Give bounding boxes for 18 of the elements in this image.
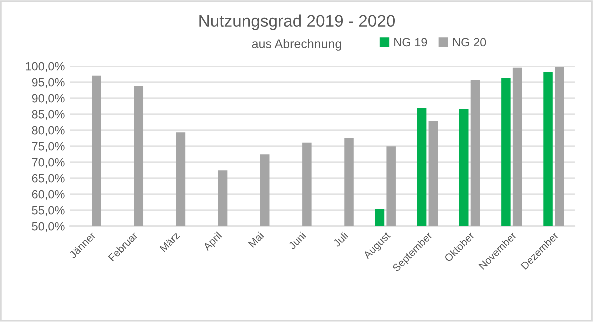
y-tick-label: 75,0% [32, 142, 65, 152]
x-tick-label: Juni [288, 232, 306, 250]
x-tick-label: Juli [332, 232, 348, 248]
y-tick-label: 90,0% [32, 94, 65, 104]
y-tick-label: 85,0% [32, 110, 65, 120]
y-tick-label: 70,0% [32, 158, 65, 168]
y-tick-label: 65,0% [32, 174, 65, 184]
x-tick-label: Mai [248, 232, 264, 248]
y-tick-label: 80,0% [32, 126, 65, 136]
y-tick-label: 50,0% [32, 222, 65, 232]
y-tick-label: 95,0% [32, 78, 65, 88]
y-tick-label: 55,0% [32, 206, 65, 216]
chart-title: Nutzungsgrad 2019 - 2020 [200, 14, 396, 30]
chart-subtitle: aus Abrechnung [252, 39, 342, 51]
legend-label: NG 20 [453, 38, 486, 47]
legend-label: NG 19 [394, 38, 428, 47]
y-tick-label: 100,0% [26, 62, 65, 72]
y-tick-label: 60,0% [32, 190, 65, 200]
